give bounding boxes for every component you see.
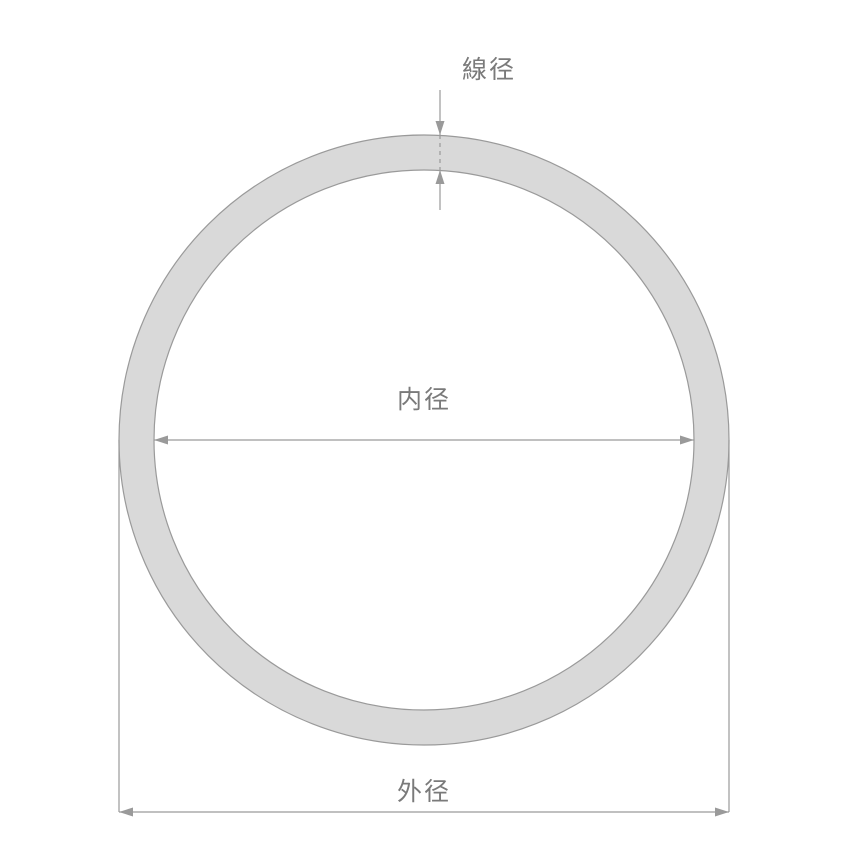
ring-diagram: 内径外径 線径 (0, 0, 850, 850)
outer-diameter-label: 外径 (397, 778, 451, 806)
wire-diameter-label: 線径 (462, 56, 516, 84)
inner-diameter-label: 内径 (397, 386, 451, 414)
